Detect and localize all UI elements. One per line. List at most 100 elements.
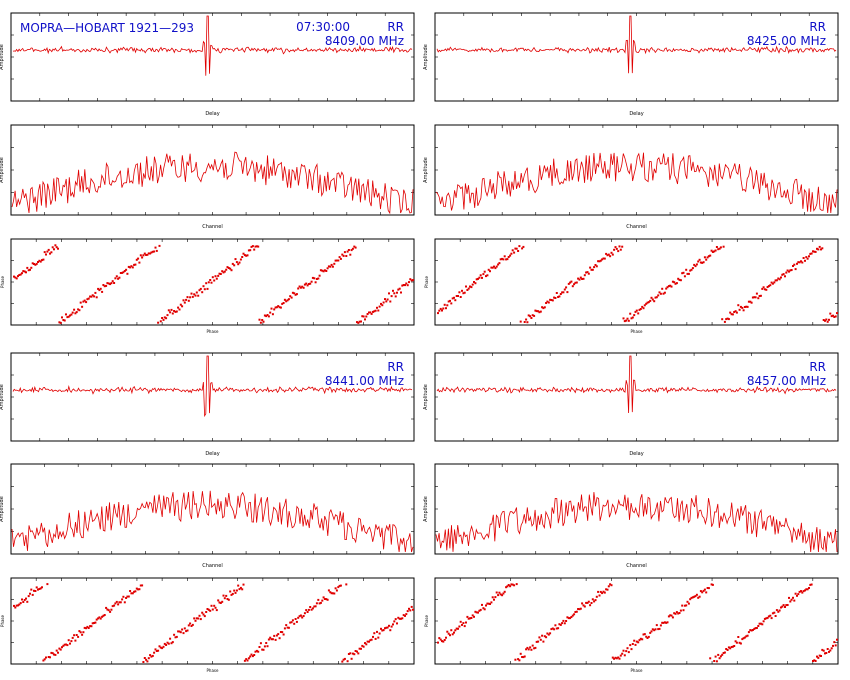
phase-panel-1-point xyxy=(373,310,376,313)
phase-panel-4-point xyxy=(518,659,521,662)
phase-panel-2-point xyxy=(607,253,610,256)
phase-panel-1-point xyxy=(126,272,129,275)
phase-panel-3-point xyxy=(271,638,274,641)
phase-panel-2-point xyxy=(810,252,813,255)
phase-panel-2-point xyxy=(735,311,738,314)
phase-panel-3-point xyxy=(17,604,19,607)
phase-panel-4-point xyxy=(475,611,478,614)
phase-panel-2-point xyxy=(461,289,463,292)
phase-panel-2-point xyxy=(635,309,638,312)
phase-panel-3-point xyxy=(119,601,122,604)
phase-panel-1-point xyxy=(62,319,65,321)
phase-panel-2-point xyxy=(521,247,524,250)
phase-panel-1-point xyxy=(330,263,333,266)
phase-panel-4-point xyxy=(658,627,661,630)
phase-panel-4-point xyxy=(649,631,652,634)
phase-panel-2-point xyxy=(774,279,777,282)
phase-panel-4-point xyxy=(581,602,584,605)
phase-panel-2-point xyxy=(470,286,473,289)
phase-panel-2-ylabel: Phase xyxy=(424,275,429,287)
phase-panel-3-point xyxy=(397,616,400,619)
phase-panel-1-point xyxy=(78,309,81,312)
phase-panel-1-point xyxy=(107,282,110,285)
phase-panel-1-point xyxy=(54,244,57,247)
phase-panel-4-point xyxy=(674,612,677,615)
phase-panel-3-point xyxy=(69,642,71,645)
phase-panel-2-point xyxy=(798,261,801,264)
phase-panel-1-point xyxy=(253,248,256,251)
phase-panel-2-point xyxy=(686,272,689,275)
phase-panel-4-point xyxy=(763,617,766,620)
phase-panel-1-point xyxy=(119,272,122,274)
phase-panel-1-point xyxy=(103,285,106,288)
phase-panel-4-point xyxy=(737,636,740,638)
phase-panel-3-point xyxy=(129,590,132,592)
phase-panel-2-point xyxy=(485,275,487,278)
phase-panel-2-point xyxy=(789,269,792,272)
phase-panel-4-point xyxy=(529,646,532,649)
phase-panel-4-point xyxy=(693,595,696,598)
phase-panel-3-point xyxy=(57,651,59,654)
phase-panel-4-point xyxy=(534,646,537,649)
phase-panel-2-point xyxy=(542,307,545,310)
phase-panel-4-point xyxy=(446,630,449,633)
phase-panel-2-point xyxy=(459,296,462,298)
phase-panel-4-point xyxy=(459,620,462,623)
phase-panel-1-point xyxy=(247,249,250,252)
phase-panel-4-point xyxy=(829,649,832,652)
phase-panel-3-point xyxy=(239,586,242,589)
phase-panel-2-point xyxy=(595,265,598,268)
amplitude-panel-3-ylabel: Amplitude xyxy=(0,496,5,522)
phase-panel-3-point xyxy=(99,617,102,620)
phase-panel-2-point xyxy=(822,319,825,321)
phase-panel-3-point xyxy=(345,583,348,586)
phase-panel-2-point xyxy=(515,247,518,250)
phase-panel-4-point xyxy=(699,590,702,593)
band-2-frequency: 8425.00 MHz xyxy=(747,34,826,48)
phase-panel-2-point xyxy=(533,314,536,317)
phase-panel-2-point xyxy=(687,272,690,275)
phase-panel-3-point xyxy=(27,595,30,598)
phase-panel-1-point xyxy=(372,310,374,313)
phase-panel-4-point xyxy=(682,609,685,612)
phase-panel-2-point xyxy=(753,296,756,299)
phase-panel-2-point xyxy=(465,285,467,288)
phase-panel-1-point xyxy=(343,251,346,254)
phase-panel-4-point xyxy=(463,625,466,628)
phase-panel-1-point xyxy=(285,300,288,303)
phase-panel-4-point xyxy=(770,617,773,620)
phase-panel-1-point xyxy=(97,287,100,290)
phase-panel-1-point xyxy=(282,302,285,304)
phase-panel-4-point xyxy=(626,647,629,650)
phase-panel-4-point xyxy=(562,619,565,622)
phase-panel-1-point xyxy=(386,298,389,301)
phase-panel-4-point xyxy=(775,609,778,612)
phase-panel-3-point xyxy=(402,614,405,617)
phase-panel-2-point xyxy=(833,316,836,318)
phase-panel-4-point xyxy=(571,614,574,617)
phase-panel-2-point xyxy=(738,308,741,311)
phase-panel-3-point xyxy=(302,615,305,617)
phase-panel-2-point xyxy=(710,249,713,252)
phase-panel-4-point xyxy=(726,649,729,651)
phase-panel-2-point xyxy=(790,269,793,271)
phase-panel-2-point xyxy=(441,309,443,312)
phase-panel-2-point xyxy=(473,281,475,283)
phase-panel-2-point xyxy=(490,266,493,269)
phase-panel-4-point xyxy=(814,660,817,662)
phase-panel-1-point xyxy=(339,257,342,260)
phase-panel-1-point xyxy=(194,294,197,297)
phase-panel-3-point xyxy=(356,650,358,653)
amplitude-panel-3: Channel Amplitude xyxy=(0,463,415,569)
phase-panel-4-point xyxy=(443,639,446,641)
phase-panel-4-point xyxy=(530,648,533,651)
phase-panel-2-point xyxy=(714,249,717,252)
phase-panel-4-point xyxy=(638,639,641,642)
phase-panel-1-point xyxy=(73,308,76,311)
phase-panel-1-point xyxy=(393,292,396,295)
phase-panel-4-point xyxy=(689,598,692,601)
phase-panel-2-point xyxy=(581,278,584,280)
phase-panel-1-point xyxy=(361,315,364,318)
phase-panel-4-point xyxy=(510,583,513,586)
phase-panel-2-point xyxy=(574,281,577,284)
